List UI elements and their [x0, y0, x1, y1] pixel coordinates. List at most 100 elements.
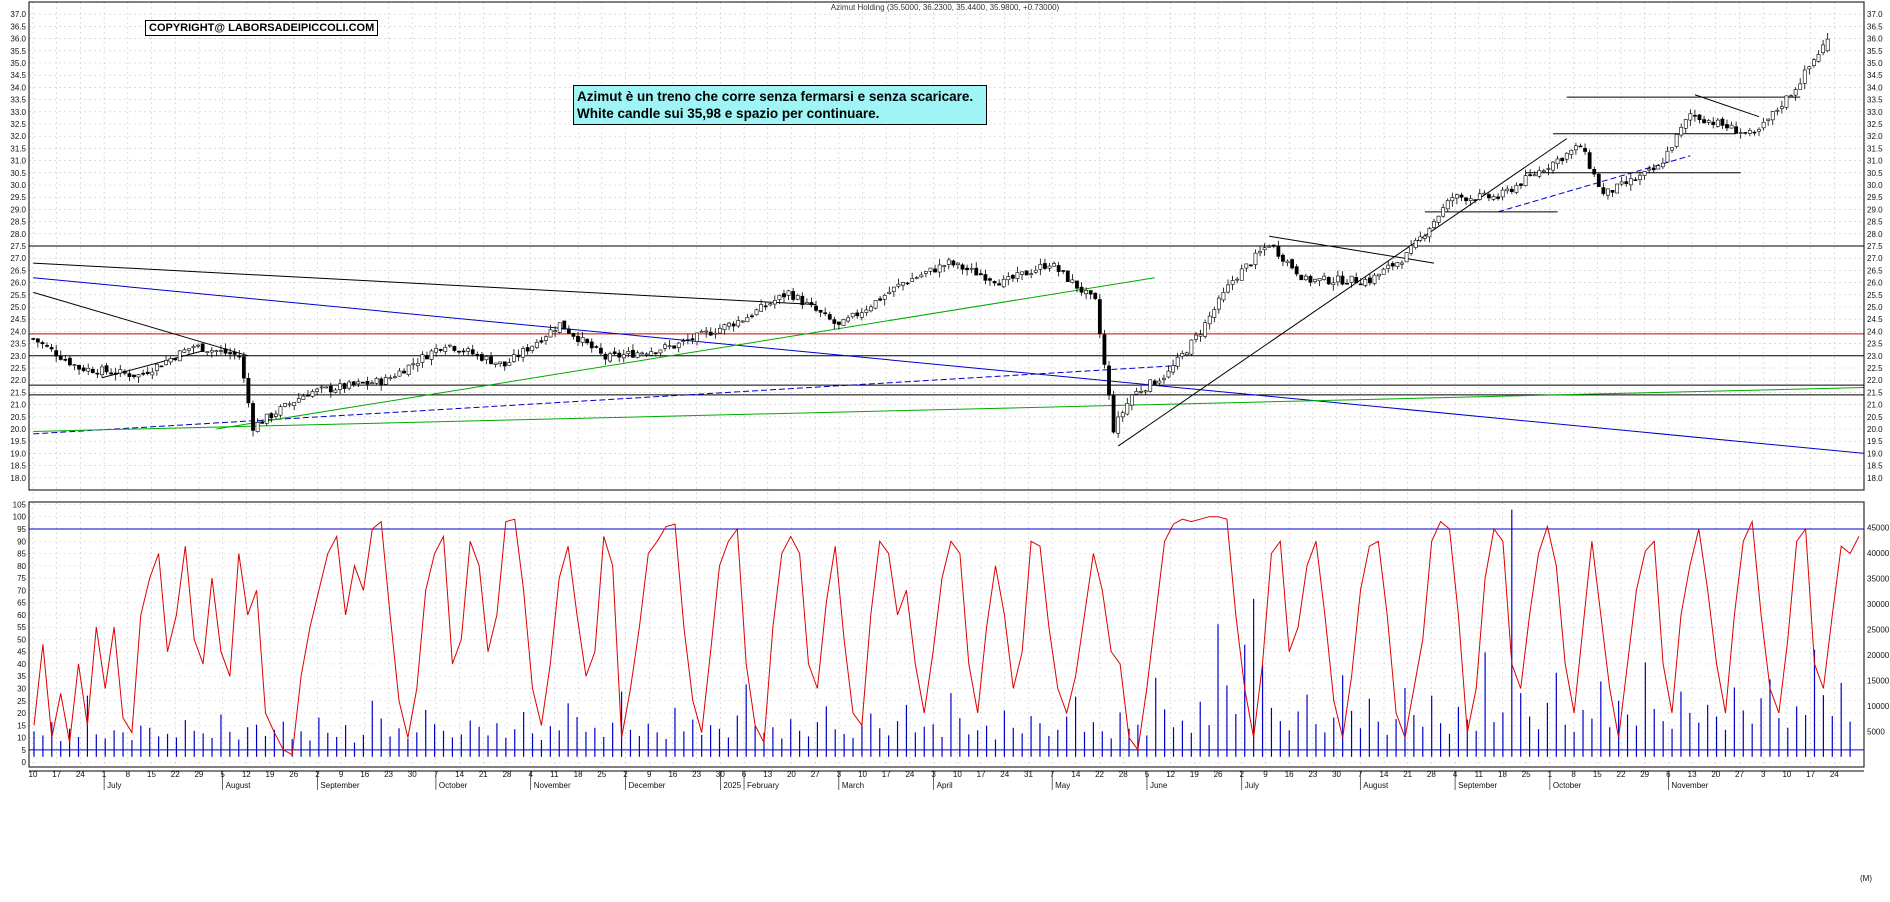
- candle-body: [745, 317, 750, 323]
- price-tick-label-left: 27.0: [10, 254, 26, 263]
- candle-body: [818, 309, 823, 313]
- candle-body: [1436, 215, 1441, 223]
- candle-body: [1702, 119, 1706, 124]
- price-tick-label-left: 23.5: [10, 340, 26, 349]
- price-tick-label-left: 20.5: [10, 413, 26, 422]
- candle-body: [635, 352, 640, 358]
- candle-body: [837, 321, 841, 325]
- candle-body: [548, 329, 553, 338]
- candle-body: [90, 368, 95, 374]
- month-label: October: [1553, 781, 1582, 790]
- candle-body: [1784, 95, 1789, 108]
- candle-body: [1445, 200, 1450, 210]
- candle-body: [1812, 59, 1816, 66]
- candle-body: [365, 381, 370, 385]
- candle-body: [1711, 121, 1716, 125]
- candle-body: [1386, 264, 1391, 269]
- candle-body: [772, 300, 777, 305]
- candle-body: [626, 351, 631, 354]
- candle-body: [1528, 174, 1533, 176]
- volume-tick-label: 45000: [1867, 523, 1890, 532]
- candle-body: [241, 356, 246, 379]
- candle-body: [681, 340, 686, 343]
- day-tick-label: 21: [479, 770, 488, 779]
- candle-body: [397, 370, 402, 377]
- candle-body: [1010, 274, 1015, 279]
- candle-body: [1038, 264, 1043, 270]
- month-label: April: [937, 781, 953, 790]
- candle-body: [1555, 158, 1560, 165]
- candle-body: [1125, 403, 1130, 415]
- price-tick-label-right: 27.0: [1867, 254, 1883, 263]
- day-tick-label: 9: [647, 770, 652, 779]
- candle-body: [347, 381, 352, 389]
- oscillator-tick-label: 5: [22, 746, 27, 755]
- day-tick-label: 11: [1475, 770, 1484, 779]
- candle-body: [237, 355, 242, 358]
- candle-body: [1326, 276, 1331, 285]
- candle-body: [1464, 197, 1468, 202]
- trendlines: [33, 94, 1865, 454]
- price-tick-label-left: 22.0: [10, 376, 26, 385]
- month-label: March: [842, 781, 864, 790]
- candle-body: [777, 294, 782, 300]
- price-tick-label-left: 25.0: [10, 303, 26, 312]
- candle-body: [1120, 412, 1125, 418]
- price-tick-label-right: 24.0: [1867, 327, 1883, 336]
- candle-body: [1001, 279, 1006, 288]
- day-tick-label: 14: [1071, 770, 1080, 779]
- candle-body: [891, 286, 896, 292]
- candle-body: [1441, 207, 1446, 217]
- candle-body: [1546, 168, 1551, 170]
- candle-body: [438, 349, 443, 351]
- day-tick-label: 19: [266, 770, 275, 779]
- candle-body: [1180, 353, 1185, 357]
- month-label: May: [1055, 781, 1070, 790]
- candle-body: [1606, 188, 1610, 196]
- candle-body: [823, 312, 828, 315]
- candle-body: [1226, 284, 1230, 293]
- candle-body: [878, 298, 883, 301]
- price-tick-label-right: 34.0: [1867, 83, 1883, 92]
- price-tick-label-left: 36.0: [10, 35, 26, 44]
- candle-body: [708, 331, 713, 336]
- price-tick-label-right: 32.5: [1867, 120, 1883, 129]
- candle-body: [667, 345, 672, 348]
- oscillator-tick-label: 40: [17, 660, 26, 669]
- price-tick-label-right: 36.5: [1867, 22, 1883, 31]
- candle-body: [539, 340, 544, 343]
- chart-title: Azimut Holding (35.5000, 36.2300, 35.440…: [831, 3, 1060, 12]
- candle-body: [1061, 270, 1066, 272]
- candle-body: [1514, 184, 1519, 193]
- candle-body: [191, 346, 196, 349]
- candle-body: [214, 350, 219, 352]
- candle-body: [1670, 147, 1674, 151]
- candle-body: [136, 374, 141, 378]
- candle-body: [782, 293, 786, 298]
- candle-body: [1303, 275, 1308, 281]
- candle-body: [1400, 262, 1404, 265]
- oscillator-tick-label: 80: [17, 562, 26, 571]
- day-tick-label: 3: [1761, 770, 1766, 779]
- candle-body: [1789, 95, 1793, 97]
- price-tick-label-left: 29.5: [10, 193, 26, 202]
- candle-body: [1587, 152, 1592, 169]
- candle-body: [1148, 379, 1153, 392]
- day-tick-label: 10: [953, 770, 962, 779]
- candle-body: [722, 324, 727, 330]
- candle-body: [1194, 334, 1198, 340]
- candle-body: [896, 283, 901, 287]
- price-tick-label-right: 19.5: [1867, 437, 1883, 446]
- candle-body: [1683, 119, 1688, 129]
- candle-body: [553, 330, 558, 332]
- month-label: September: [1458, 781, 1497, 790]
- candle-body: [1651, 167, 1656, 171]
- month-label: October: [439, 781, 468, 790]
- day-tick-label: 24: [1830, 770, 1839, 779]
- trendline: [33, 365, 1178, 435]
- oscillator-tick-label: 90: [17, 537, 26, 546]
- candle-body: [470, 349, 475, 355]
- day-tick-label: 26: [289, 770, 298, 779]
- candle-body: [1358, 283, 1363, 286]
- day-tick-label: 15: [1593, 770, 1602, 779]
